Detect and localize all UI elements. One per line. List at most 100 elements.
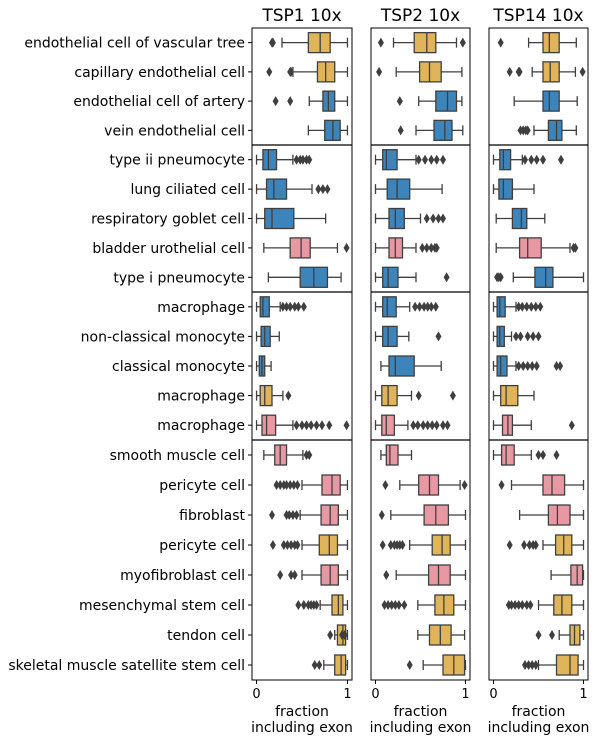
outlier-point xyxy=(311,660,318,670)
outlier-point xyxy=(300,600,307,610)
outlier-point xyxy=(419,242,426,253)
outlier-point xyxy=(341,630,348,640)
row-label: pericyte cell xyxy=(159,478,245,494)
outlier-point xyxy=(293,154,300,165)
outlier-point xyxy=(432,301,439,312)
outlier-point xyxy=(414,420,421,431)
outlier-point xyxy=(313,420,320,431)
outlier-point xyxy=(315,184,322,195)
outlier-point xyxy=(424,420,431,431)
outlier-point xyxy=(385,600,392,610)
outlier-point xyxy=(269,37,276,48)
outlier-point xyxy=(540,154,546,165)
outlier-point xyxy=(459,37,466,48)
outlier-point xyxy=(428,154,435,165)
outlier-point xyxy=(277,480,284,490)
outlier-point xyxy=(289,510,296,520)
outlier-point xyxy=(579,66,586,77)
outlier-point xyxy=(497,272,504,283)
outlier-point xyxy=(440,213,446,224)
x-tick-label: 0 xyxy=(252,687,260,702)
outlier-point xyxy=(423,242,430,253)
outlier-point xyxy=(288,540,295,550)
outlier-point xyxy=(401,600,408,610)
outlier-point xyxy=(266,66,273,77)
x-tick-label: 1 xyxy=(461,687,469,702)
outlier-point xyxy=(498,480,505,490)
outlier-point xyxy=(324,184,331,195)
outlier-point xyxy=(435,213,442,224)
outlier-point xyxy=(528,154,535,165)
outlier-point xyxy=(524,361,531,371)
box xyxy=(555,654,579,676)
outlier-point xyxy=(288,66,295,77)
outlier-point xyxy=(379,540,386,550)
outlier-point xyxy=(422,154,428,165)
panel-title: TSP1 10x xyxy=(261,6,341,26)
outlier-point xyxy=(525,660,532,670)
outlier-point xyxy=(433,242,440,253)
row-label: lung ciliated cell xyxy=(131,182,245,198)
outlier-point xyxy=(326,420,333,431)
outlier-point xyxy=(293,420,300,431)
outlier-point xyxy=(532,660,539,670)
box xyxy=(496,296,506,318)
outlier-point xyxy=(415,390,422,401)
outlier-point xyxy=(306,154,313,165)
box xyxy=(259,296,270,318)
row-label: vein endothelial cell xyxy=(104,123,245,139)
box xyxy=(289,237,311,259)
outlier-point xyxy=(343,242,350,253)
outlier-point xyxy=(540,450,546,460)
outlier-point xyxy=(530,331,537,342)
outlier-point xyxy=(513,331,519,342)
box xyxy=(496,355,508,377)
box xyxy=(518,237,542,259)
box xyxy=(388,355,415,377)
row-label: type i pneumocyte xyxy=(113,270,245,286)
box xyxy=(259,384,273,407)
outlier-point xyxy=(288,570,295,580)
outlier-point xyxy=(294,480,301,490)
x-axis-label: including exon xyxy=(488,720,590,736)
outlier-point xyxy=(313,600,320,610)
outlier-point xyxy=(343,420,350,431)
outlier-point xyxy=(399,540,406,550)
outlier-point xyxy=(449,390,456,401)
box xyxy=(318,534,339,556)
outlier-point xyxy=(291,570,298,580)
box xyxy=(413,31,437,54)
outlier-point xyxy=(395,600,402,610)
outlier-point xyxy=(506,540,513,550)
x-tick-label: 1 xyxy=(343,687,351,702)
row-label: endothelial cell of vascular tree xyxy=(24,36,245,52)
row-label: classical monocyte xyxy=(112,359,245,375)
outlier-point xyxy=(515,600,522,610)
outlier-point xyxy=(461,480,468,490)
outlier-point xyxy=(522,154,528,165)
outlier-point xyxy=(306,450,313,460)
box xyxy=(534,266,554,288)
outlier-point xyxy=(521,540,528,550)
outlier-point xyxy=(291,301,298,312)
box xyxy=(418,474,440,496)
row-label: macrophage xyxy=(157,418,245,434)
outlier-point xyxy=(293,510,300,520)
outlier-point xyxy=(519,600,526,610)
outlier-point xyxy=(381,600,388,610)
box xyxy=(382,296,397,318)
outlier-point xyxy=(280,540,287,550)
outlier-point xyxy=(519,301,526,312)
outlier-point xyxy=(287,480,294,490)
box xyxy=(321,474,341,496)
outlier-point xyxy=(319,184,326,195)
panel-frame xyxy=(488,27,589,681)
box xyxy=(381,384,398,407)
outlier-point xyxy=(430,213,437,224)
x-axis-label: fraction xyxy=(394,704,448,720)
outlier-point xyxy=(516,66,523,77)
outlier-point xyxy=(440,420,446,431)
box xyxy=(265,178,288,200)
row-label: pericyte cell xyxy=(159,538,245,554)
outlier-point xyxy=(433,154,440,165)
